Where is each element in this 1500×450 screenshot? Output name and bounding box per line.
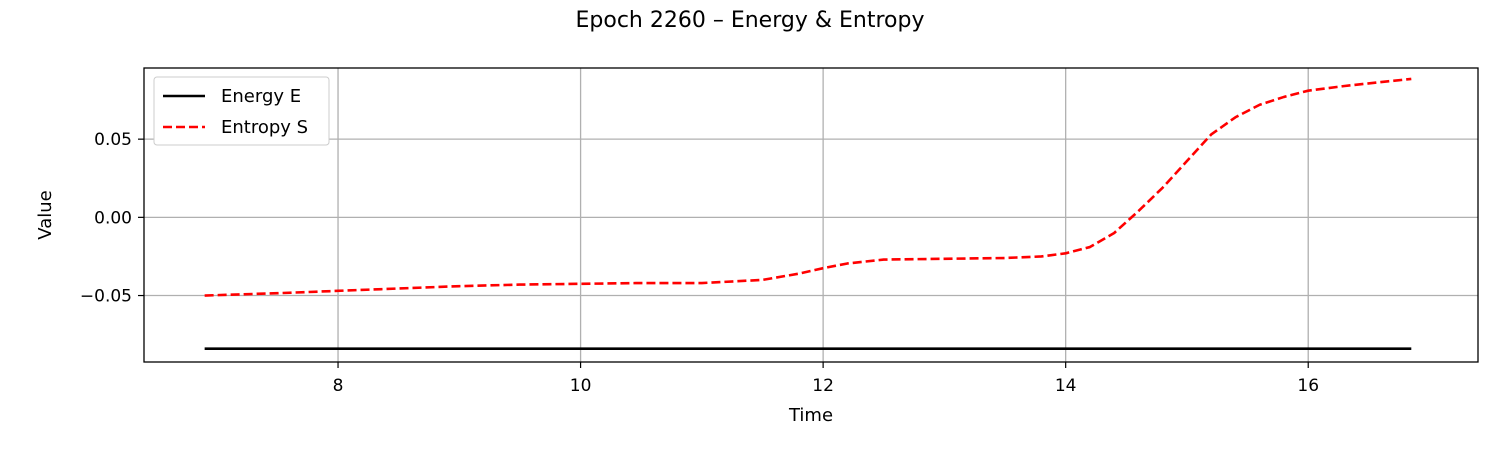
legend: Energy E Entropy S: [153, 76, 330, 146]
x-tick-label: 14: [1055, 376, 1077, 396]
y-tick-label: 0.00: [94, 208, 132, 228]
x-axis-label: Time: [788, 405, 833, 426]
series-line-entropy-s: [204, 77, 1412, 297]
x-tick-label: 16: [1297, 376, 1319, 396]
x-tick-label: 10: [570, 376, 592, 396]
series-layer: [204, 77, 1412, 351]
legend-label-energy-e: Energy E: [221, 86, 301, 107]
ticks: 8 10 12 14 16 −0.05 0.00 0.05: [80, 130, 1319, 396]
y-tick-label: 0.05: [94, 130, 132, 150]
y-tick-label: −0.05: [80, 287, 132, 307]
grid: [144, 68, 1478, 362]
plot-area-frame: [143, 67, 1479, 363]
x-tick-label: 12: [812, 376, 834, 396]
chart-title: Epoch 2260 – Energy & Entropy: [576, 8, 925, 33]
legend-label-entropy-s: Entropy S: [221, 117, 308, 138]
y-axis-label: Value: [35, 190, 56, 239]
x-tick-label: 8: [333, 376, 344, 396]
